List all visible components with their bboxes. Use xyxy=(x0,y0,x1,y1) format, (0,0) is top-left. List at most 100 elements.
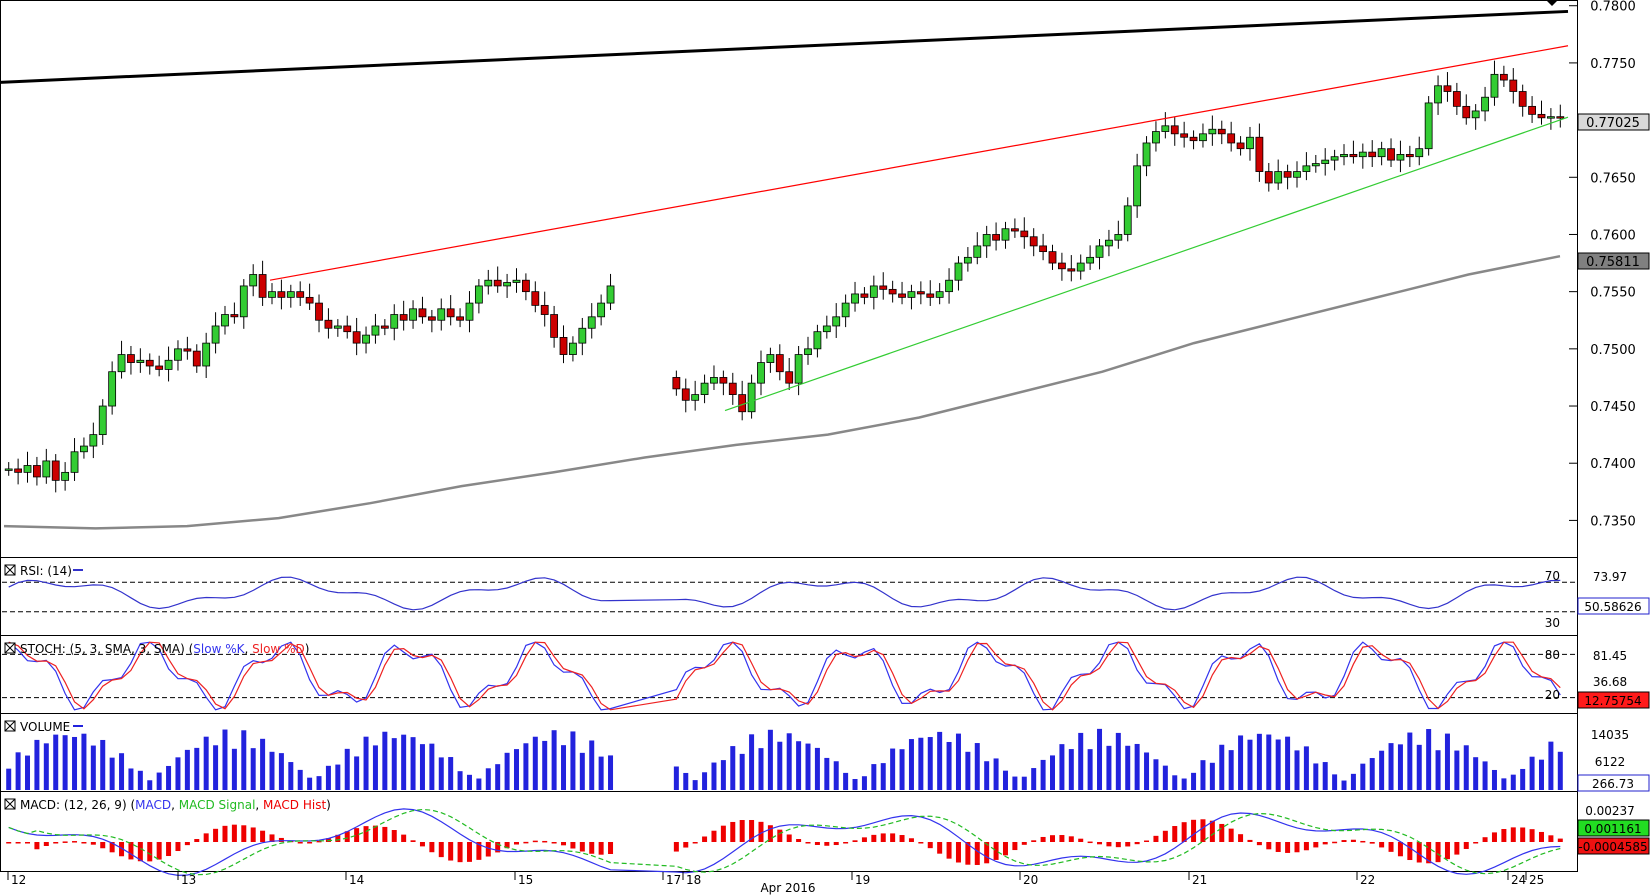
macd-hist-bar xyxy=(786,834,792,842)
stoch-scale-label-1: 81.45 xyxy=(1593,649,1627,663)
macd-hist-bar xyxy=(382,826,388,842)
macd-hist-bar xyxy=(908,838,914,842)
volume-bar xyxy=(1548,741,1554,790)
volume-bar xyxy=(1266,734,1272,790)
volume-bar xyxy=(1538,759,1544,790)
candle-body xyxy=(1340,154,1348,158)
macd-hist-bar xyxy=(1012,842,1018,851)
volume-bar xyxy=(1097,728,1103,790)
volume-bar xyxy=(908,739,914,790)
macd-hist-bar xyxy=(1219,823,1225,842)
macd-hist-bar xyxy=(1059,835,1065,842)
volume-bar xyxy=(513,749,519,790)
macd-hist-bar xyxy=(711,830,717,842)
candle-body xyxy=(785,371,794,384)
macd-hist-bar xyxy=(1510,827,1516,842)
macd-line xyxy=(8,808,1561,877)
macd-hist-bar xyxy=(25,842,31,844)
candle-body xyxy=(1029,236,1038,247)
candle-body xyxy=(1161,125,1170,132)
macd-pos-badge xyxy=(1577,819,1650,837)
macd-hist-bar xyxy=(1369,842,1375,844)
candle-body xyxy=(484,279,493,287)
candle-body xyxy=(277,291,286,298)
volume-bar xyxy=(100,739,106,790)
macd-hist-bar xyxy=(692,842,698,844)
macd-hist-bar xyxy=(401,834,407,842)
volume-bar xyxy=(288,762,294,790)
macd-hist-bar xyxy=(1350,839,1356,842)
macd-hist-bar xyxy=(354,828,360,842)
macd-hist-bar xyxy=(438,842,444,858)
macd-hist-bar xyxy=(824,842,830,846)
volume-bar xyxy=(937,731,943,790)
macd-hist-bar xyxy=(927,842,933,849)
volume-bar xyxy=(419,744,425,790)
last-price-badge xyxy=(1577,113,1650,131)
candle-body xyxy=(1330,156,1339,161)
candle-body xyxy=(1180,133,1189,138)
volume-bar xyxy=(363,736,369,790)
volume-bar xyxy=(269,751,275,790)
time-tick-label: 21 xyxy=(1192,873,1207,887)
candle-body xyxy=(33,465,41,478)
macd-hist-bar xyxy=(1115,842,1121,848)
volume-bar xyxy=(1303,746,1309,790)
price-tick-label: 0.7550 xyxy=(1590,286,1636,301)
moving-average-line xyxy=(3,254,1561,530)
svg-text:STOCH: (5, 3, SMA, 3, SMA) (Sl: STOCH: (5, 3, SMA, 3, SMA) (Slow %K, Slo… xyxy=(20,642,309,656)
candle-body xyxy=(192,350,201,367)
volume-bar xyxy=(955,733,961,790)
candle-body xyxy=(1471,110,1480,119)
volume-bar xyxy=(805,743,811,790)
macd-hist-bar xyxy=(843,842,849,844)
macd-hist-bar xyxy=(1087,841,1093,844)
macd-hist-bar xyxy=(702,836,708,842)
macd-hist-bar xyxy=(551,842,557,844)
macd-hist-bar xyxy=(1529,829,1535,842)
volume-bar xyxy=(814,747,820,790)
macd-hist-bar xyxy=(15,842,21,844)
volume-bar xyxy=(401,734,407,790)
candle-body xyxy=(1293,171,1301,178)
volume-bar xyxy=(1379,750,1385,790)
volume-bar xyxy=(561,745,567,790)
volume-bar xyxy=(81,733,87,790)
time-tick-label: 22 xyxy=(1360,873,1375,887)
macd-neg-value: -0.0004585 xyxy=(1578,840,1647,854)
candle-body xyxy=(916,291,925,295)
macd-hist-bar xyxy=(53,842,59,844)
stoch-value-badge xyxy=(1577,691,1650,709)
macd-hist-bar xyxy=(1341,840,1347,842)
candle-body xyxy=(333,325,342,329)
candle-body xyxy=(672,377,681,390)
candle-body xyxy=(522,279,530,293)
macd-hist-bar xyxy=(608,842,614,854)
candle-body xyxy=(1424,102,1433,150)
price-axis: 0.7800 0.7750 0.7650 0.7600 0.7550 0.7500 0.74… xyxy=(1569,0,1636,529)
candle-body xyxy=(569,342,577,355)
candle-body xyxy=(1481,96,1489,112)
volume-bar xyxy=(448,757,454,790)
macd-hist-bar xyxy=(372,825,378,842)
macd-hist-bar xyxy=(1200,819,1206,842)
volume-bar xyxy=(1294,750,1300,790)
time-tick-label: 14 xyxy=(349,873,364,887)
volume-bar xyxy=(1473,757,1479,790)
candle-body xyxy=(437,308,446,321)
macd-hist-bar xyxy=(1256,842,1262,846)
macd-hist-bar xyxy=(523,841,529,844)
volume-bar xyxy=(25,755,31,790)
macd-hist-bar xyxy=(993,842,999,860)
macd-hist-bar xyxy=(1238,834,1244,842)
candle-body xyxy=(352,331,361,344)
volume-bar xyxy=(184,749,190,790)
macd-hist-bar xyxy=(81,842,87,844)
rsi-value-badge xyxy=(1577,597,1650,615)
macd-hist-bar xyxy=(542,840,548,843)
volume-bar xyxy=(1313,763,1319,790)
macd-hist-bar xyxy=(1379,842,1385,848)
volume-bar xyxy=(1153,759,1159,790)
volume-bar xyxy=(1275,739,1281,790)
